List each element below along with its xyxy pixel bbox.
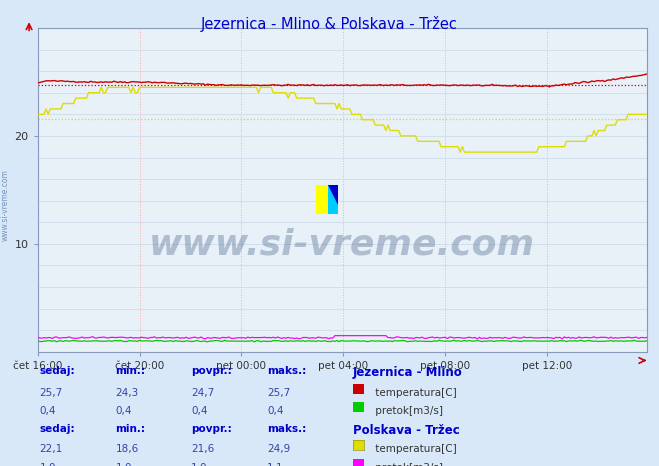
Text: 24,3: 24,3 [115,388,138,397]
Text: min.:: min.: [115,424,146,434]
Text: pretok[m3/s]: pretok[m3/s] [372,406,444,416]
Text: 0,4: 0,4 [115,406,132,416]
Text: 21,6: 21,6 [191,444,214,454]
Text: maks.:: maks.: [267,366,306,376]
Text: 25,7: 25,7 [40,388,63,397]
Text: povpr.:: povpr.: [191,366,232,376]
Text: temperatura[C]: temperatura[C] [372,444,457,454]
Text: www.si-vreme.com: www.si-vreme.com [1,169,10,241]
Text: Jezernica - Mlino & Polskava - Tržec: Jezernica - Mlino & Polskava - Tržec [201,16,458,32]
Polygon shape [328,185,338,206]
FancyBboxPatch shape [316,185,328,214]
Text: 22,1: 22,1 [40,444,63,454]
Text: povpr.:: povpr.: [191,424,232,434]
Text: 1,0: 1,0 [115,463,132,466]
Text: sedaj:: sedaj: [40,366,75,376]
Text: 0,4: 0,4 [191,406,208,416]
Text: 24,9: 24,9 [267,444,290,454]
Text: Polskava - Tržec: Polskava - Tržec [353,424,459,437]
Text: min.:: min.: [115,366,146,376]
Text: 25,7: 25,7 [267,388,290,397]
Text: maks.:: maks.: [267,424,306,434]
Text: www.si-vreme.com: www.si-vreme.com [150,228,535,262]
Text: 1,0: 1,0 [191,463,208,466]
Text: pretok[m3/s]: pretok[m3/s] [372,463,444,466]
Text: temperatura[C]: temperatura[C] [372,388,457,397]
Text: 1,0: 1,0 [40,463,56,466]
FancyBboxPatch shape [328,185,338,214]
Text: sedaj:: sedaj: [40,424,75,434]
Text: 24,7: 24,7 [191,388,214,397]
Text: 0,4: 0,4 [40,406,56,416]
Text: 0,4: 0,4 [267,406,283,416]
Text: Jezernica - Mlino: Jezernica - Mlino [353,366,463,379]
Text: 1,1: 1,1 [267,463,283,466]
Text: 18,6: 18,6 [115,444,138,454]
